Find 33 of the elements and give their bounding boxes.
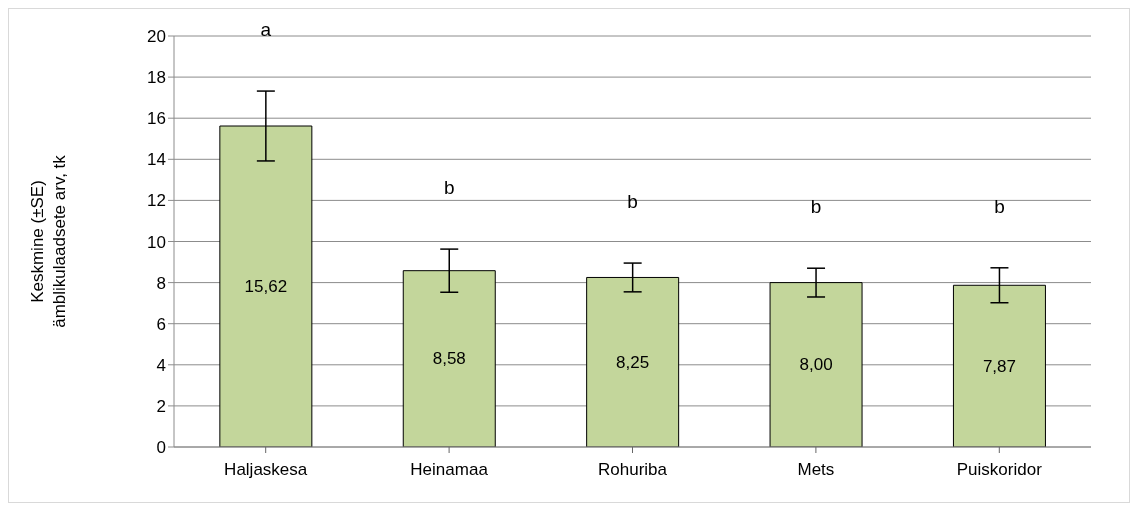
annotation: b bbox=[443, 177, 455, 199]
data-label: 8,58 bbox=[432, 349, 466, 369]
x-tick-label: Rohuriba bbox=[598, 460, 668, 480]
annotation: b bbox=[810, 196, 822, 218]
y-tick-label: 4 bbox=[156, 355, 166, 375]
x-tick-label: Haljaskesa bbox=[224, 460, 308, 480]
y-tick-label: 6 bbox=[156, 314, 166, 334]
annotation: b bbox=[627, 191, 638, 213]
bar bbox=[219, 125, 313, 447]
annotation: b bbox=[994, 195, 1005, 217]
y-tick-label: 20 bbox=[147, 27, 166, 47]
y-axis-title: Keskmine (±SE) ämblikulaadsete arv, tk bbox=[28, 154, 69, 328]
y-tick-label: 14 bbox=[147, 150, 166, 170]
y-tick-label: 0 bbox=[156, 438, 166, 458]
x-tick-label: Mets bbox=[797, 460, 835, 480]
data-label: 7,87 bbox=[982, 356, 1016, 376]
data-label: 8,00 bbox=[799, 355, 833, 375]
y-tick-label: 2 bbox=[156, 396, 166, 416]
x-tick-label: Heinamaa bbox=[410, 460, 489, 480]
data-label: 8,25 bbox=[616, 352, 650, 372]
bar bbox=[586, 276, 680, 447]
data-label: 15,62 bbox=[244, 277, 288, 296]
y-tick-label: 18 bbox=[147, 68, 166, 88]
y-tick-label: 8 bbox=[156, 273, 166, 293]
y-tick-label: 10 bbox=[147, 232, 166, 252]
bar bbox=[402, 270, 496, 447]
annotation: a bbox=[260, 19, 272, 41]
chart-frame: Keskmine (±SE) ämblikulaadsete arv, tk Haljaskesa Heinamaa Rohuriba Mets Puiskoridor 0 2 4 6 8 10 12 14 16 18 20 15,62 8,58 8,25 8,00 7,87 a b b b b bbox=[8, 8, 1130, 503]
y-tick-label: 12 bbox=[147, 191, 166, 211]
x-tick-label: Puiskoridor bbox=[956, 460, 1043, 480]
bar bbox=[952, 284, 1046, 447]
bar bbox=[769, 282, 863, 447]
y-tick-label: 16 bbox=[147, 109, 166, 129]
